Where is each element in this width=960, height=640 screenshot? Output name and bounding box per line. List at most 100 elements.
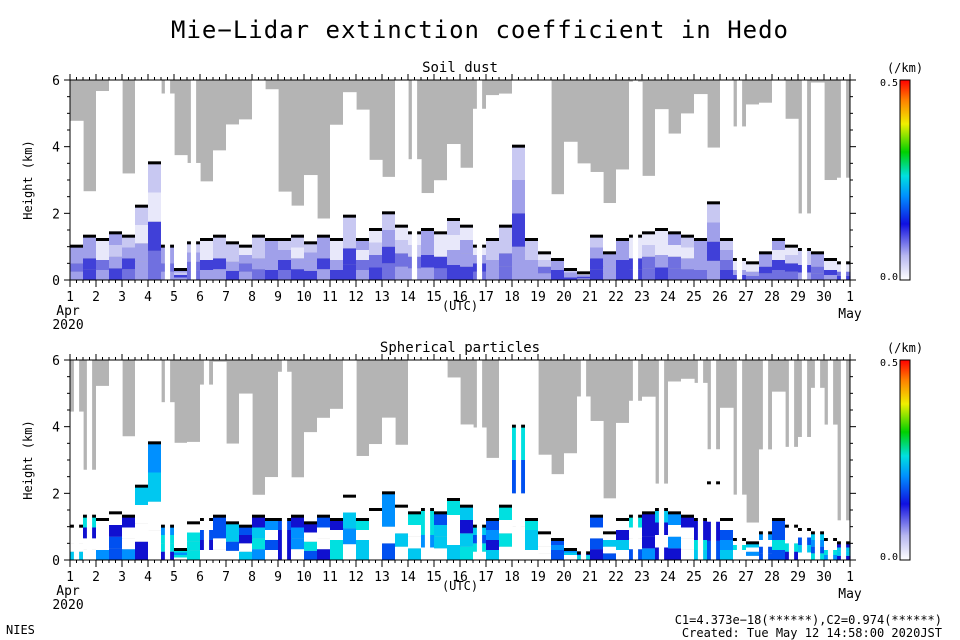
missing-data-stripe — [164, 360, 171, 560]
profile-column — [356, 109, 370, 280]
profile-column — [707, 147, 721, 280]
cloud-top-mark — [343, 494, 357, 498]
profile-column — [343, 92, 357, 280]
cloud-top-mark — [109, 511, 123, 515]
profile-column — [785, 118, 799, 280]
y-tick-label: 2 — [52, 207, 60, 222]
figure-title: Mie−Lidar extinction coefficient in Hedo — [171, 16, 789, 44]
profile-column — [395, 80, 409, 280]
profile-column — [96, 91, 110, 280]
profile-column — [811, 360, 825, 560]
x-start-year: 2020 — [52, 318, 83, 333]
cloud-top-mark — [824, 258, 838, 261]
x-start-year: 2020 — [52, 598, 83, 613]
x-tick-label: 30 — [816, 570, 832, 585]
x-tick-label: 4 — [144, 290, 152, 305]
missing-data-stripe — [632, 360, 639, 560]
cloud-top-mark — [122, 234, 136, 238]
profile-column — [616, 422, 630, 560]
x-tick-label: 11 — [322, 570, 338, 585]
profile-column — [239, 119, 253, 280]
profile-column — [642, 396, 656, 560]
profile-column — [668, 133, 682, 280]
colorbar-max-label: 0.5 — [880, 78, 898, 89]
profile-column — [798, 80, 812, 280]
cloud-top-mark — [512, 144, 526, 148]
cloud-top-mark — [200, 238, 214, 241]
cloud-top-mark — [291, 234, 305, 238]
profile-column — [369, 159, 383, 280]
profile-column — [213, 150, 227, 280]
x-tick-label: 20 — [556, 290, 572, 305]
profile-column — [83, 191, 97, 280]
colorbar — [899, 359, 911, 561]
profile-column — [694, 94, 708, 280]
cloud-top-mark — [616, 238, 630, 241]
cloud-top-mark — [252, 234, 266, 238]
cloud-top-mark — [564, 548, 578, 551]
colorbar-max-label: 0.5 — [880, 358, 898, 369]
cloud-top-mark — [239, 244, 253, 248]
x-end-month: May — [838, 587, 862, 602]
missing-data-stripe — [203, 360, 210, 560]
x-tick-label: 21 — [582, 570, 598, 585]
cloud-top-mark — [434, 231, 448, 235]
x-tick-label: 28 — [764, 570, 780, 585]
cloud-top-mark — [265, 518, 279, 521]
cloud-top-mark — [330, 518, 344, 521]
colorbar-min-label: 0.0 — [880, 552, 898, 563]
profile-column — [720, 80, 734, 280]
x-tick-label: 19 — [530, 290, 546, 305]
cloud-top-mark — [707, 201, 721, 205]
x-tick-label: 28 — [764, 290, 780, 305]
profile-column — [252, 80, 266, 280]
cloud-top-mark — [577, 271, 591, 275]
cloud-top-mark — [408, 511, 422, 515]
y-tick-label: 6 — [52, 354, 60, 369]
cloud-top-mark — [213, 514, 227, 518]
cloud-top-mark — [720, 518, 734, 521]
profile-column — [837, 80, 851, 280]
profile-column — [356, 455, 370, 560]
cloud-top-mark — [772, 238, 786, 241]
cloud-top-mark — [655, 228, 669, 231]
cloud-top-mark — [746, 541, 760, 545]
cloud-top-mark — [135, 204, 149, 208]
x-tick-label: 29 — [790, 290, 806, 305]
profile-column — [798, 360, 812, 560]
cloud-top-mark — [694, 238, 708, 241]
profile-column — [278, 360, 292, 560]
cloud-top-mark — [96, 238, 110, 241]
profile-column — [109, 360, 123, 560]
profile-column — [603, 498, 617, 560]
profile-column — [551, 194, 565, 280]
panel-title: Soil dust — [422, 60, 498, 76]
x-tick-label: 17 — [478, 570, 494, 585]
cloud-top-mark — [785, 244, 799, 248]
missing-data-stripe — [801, 80, 808, 280]
missing-data-stripe — [827, 360, 834, 560]
profile-column — [434, 360, 448, 560]
x-tick-label: 14 — [400, 290, 416, 305]
profile-column — [577, 163, 591, 280]
cloud-top-mark — [421, 228, 435, 231]
x-tick-label: 1 — [66, 290, 74, 305]
profile-column — [525, 80, 539, 280]
x-tick-label: 9 — [274, 570, 282, 585]
cloud-top-mark — [525, 518, 539, 521]
profile-column — [499, 93, 513, 280]
x-tick-label: 8 — [248, 290, 256, 305]
profile-column — [590, 420, 604, 560]
cloud-top-mark — [642, 511, 656, 515]
x-tick-label: 26 — [712, 290, 728, 305]
x-tick-label: 3 — [118, 290, 126, 305]
missing-data-stripe — [281, 360, 288, 560]
profile-column — [564, 453, 578, 560]
cloud-top-mark — [135, 484, 149, 488]
profile-column — [629, 360, 643, 560]
x-tick-label: 11 — [322, 290, 338, 305]
cloud-top-mark — [239, 524, 253, 528]
cloud-top-mark — [538, 251, 552, 255]
profile-column — [135, 360, 149, 560]
